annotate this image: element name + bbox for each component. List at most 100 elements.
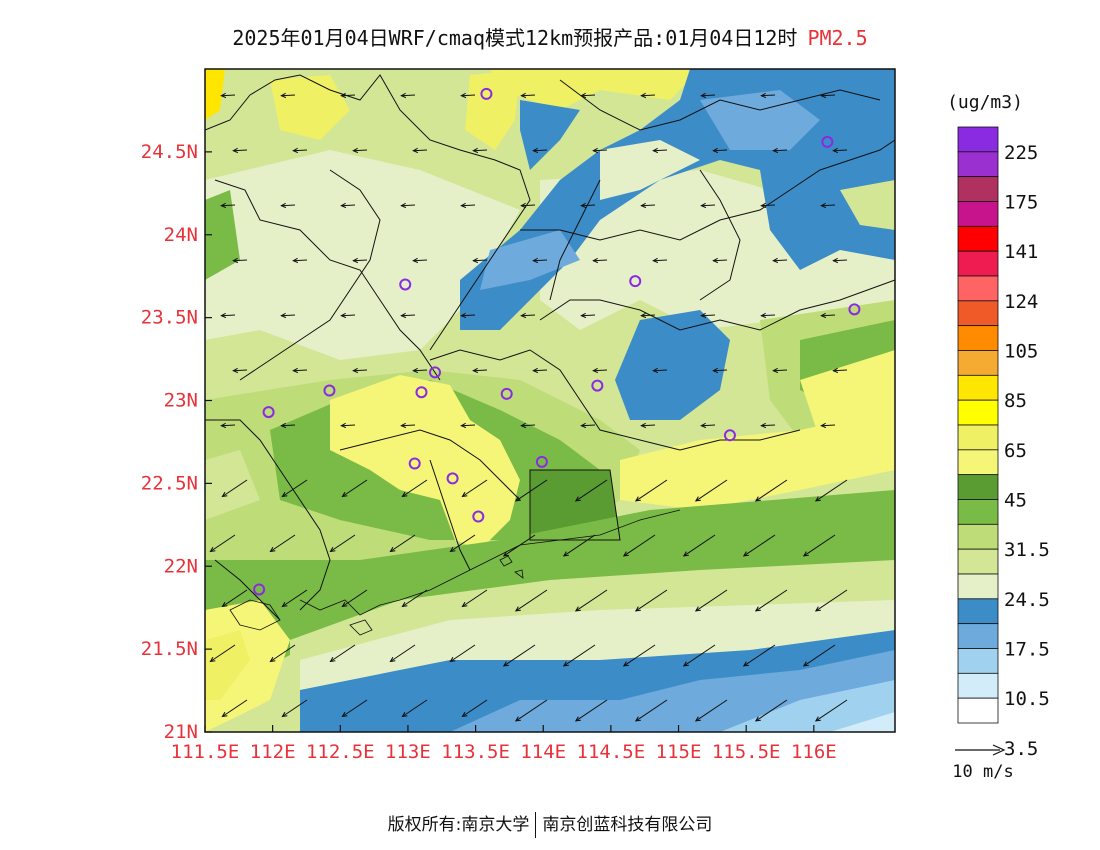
wind-arrow [521,204,536,207]
wind-reference: 10 m/s [952,744,1014,782]
wind-arrow [473,369,488,372]
wind-arrow [282,589,308,607]
wind-arrow [282,699,308,717]
x-tick-label: 114E [520,741,566,763]
wind-arrow-head [341,601,348,608]
legend-swatch [957,573,999,600]
wind-arrow-head [401,491,408,498]
wind-arrow-head [341,711,348,718]
y-tick-label: 23N [164,390,198,412]
wind-arrow-head [802,551,809,557]
legend-label: 31.5 [1004,539,1050,561]
wind-arrow-head [401,601,408,608]
legend-swatch [957,201,999,227]
wind-arrow-head [640,312,647,319]
wind-arrow [581,204,596,207]
copyright-divider [535,812,537,838]
wind-arrow-head [592,147,599,154]
wind-arrow [575,699,608,722]
wind-arrow-head [580,202,587,209]
wind-arrow [413,149,428,152]
legend-label: 141 [1004,241,1038,263]
wind-arrow [695,699,728,722]
wind-arrow-head [221,491,228,498]
wind-arrow-head [292,147,299,154]
wind-arrow-head [412,147,419,154]
wind-arrow-head [592,257,599,264]
x-tick-label: 112E [250,741,296,763]
wind-arrow [593,369,608,372]
legend-swatch [957,697,999,724]
wind-arrow [221,94,236,97]
wind-arrow-head [401,711,408,718]
wind-arrow-head [520,312,527,319]
station-marker [629,275,642,288]
wind-arrow [641,94,656,97]
wind-arrow [390,534,416,552]
wind-arrow-head [449,656,456,663]
wind-arrow [701,314,716,317]
wind-arrow [623,644,656,667]
station-marker [591,379,604,392]
wind-arrow [563,644,596,667]
wind-arrow-head [269,546,276,553]
wind-arrow [761,94,776,97]
wind-arrow [683,534,716,557]
wind-arrow-head [460,422,467,429]
title-main: 2025年01月04日WRF/cmaq模式12km预报产品:01月04日12时 [232,26,798,50]
wind-arrow-head [820,312,827,319]
wind-arrow [593,259,608,262]
wind-arrow [342,699,368,717]
wind-arrow-head [640,202,647,209]
wind-arrow-head [400,92,407,99]
wind-arrow-head [280,92,287,99]
x-tick-label: 113.5E [441,741,510,763]
legend-swatch [957,374,999,401]
wind-arrow-head [742,551,749,557]
wind-arrow-head [220,422,227,429]
station-marker [429,366,441,379]
x-tick-label: 114.5E [577,741,646,763]
wind-arrow [462,479,488,497]
wind-arrow-head [472,367,479,374]
wind-arrow-head [341,491,348,498]
station-marker [472,510,485,523]
wind-arrow-head [460,312,467,319]
station-marker [323,384,336,397]
wind-arrow-head [772,147,779,154]
wind-arrow [281,314,296,317]
legend-label: 85 [1004,390,1027,412]
wind-arrow [330,644,356,662]
wind-arrow [401,94,416,97]
wind-arrow-head [209,546,216,553]
legend-swatch [957,648,999,674]
wind-arrow-head [592,367,599,374]
wind-arrow-head [329,546,336,553]
wind-arrow-head [461,601,468,608]
wind-arrow-head [682,661,689,667]
legend-swatch [957,548,999,575]
wind-arrow-head [712,367,719,374]
wind-arrow [293,369,308,372]
wind-arrow [402,479,428,497]
station-marker [535,455,548,468]
wind-arrow-head [754,496,761,502]
wind-arrow-head [352,367,359,374]
wind-arrow [233,149,248,152]
wind-arrow [653,259,668,262]
wind-arrow [353,369,368,372]
wind-arrow-head [389,546,396,553]
wind-arrow [521,314,536,317]
station-marker [821,135,834,148]
wind-arrow [341,424,356,427]
wind-arrow [653,149,668,152]
wind-arrow-head [814,496,821,502]
wind-arrow [461,314,476,317]
wind-arrow [563,534,596,557]
wind-arrow [461,204,476,207]
wind-arrow-head [281,491,288,498]
wind-arrow-head [820,422,827,429]
wind-arrow-head [694,606,701,612]
x-tick-label: 115.5E [712,741,781,763]
wind-arrow [503,644,536,667]
